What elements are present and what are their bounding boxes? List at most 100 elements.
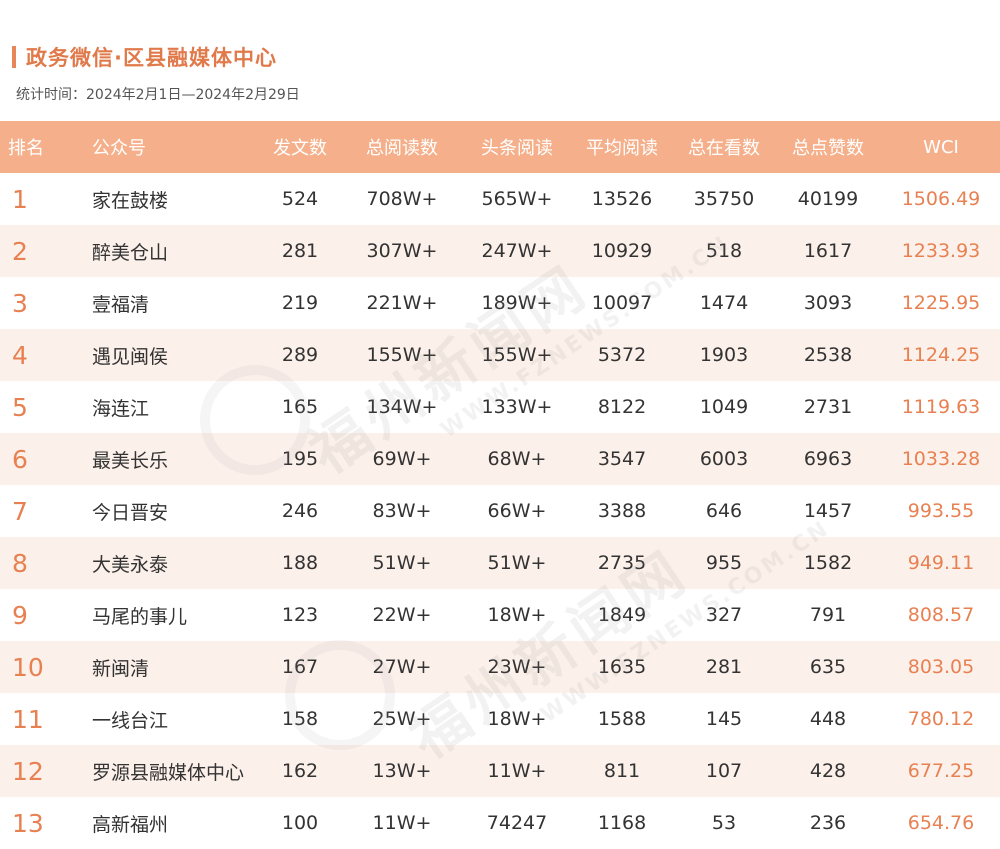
posts-cell: 246 [281, 500, 319, 522]
headline-reads-cell: 155W+ [481, 344, 553, 366]
avg-reads-cell: 5372 [597, 344, 647, 366]
likes-cell: 448 [809, 708, 847, 730]
avg-reads-cell: 13526 [591, 188, 653, 210]
rank-cell: 6 [12, 444, 28, 474]
likes-cell: 1582 [803, 552, 853, 574]
headline-reads-cell: 565W+ [481, 188, 553, 210]
watching-cell: 518 [705, 240, 743, 262]
rank-cell: 2 [12, 236, 28, 266]
table-row: 1 家在鼓楼 524 708W+ 565W+ 13526 35750 40199… [0, 173, 1000, 225]
rank-cell: 3 [12, 288, 28, 318]
headline-reads-cell: 189W+ [481, 292, 553, 314]
headline-reads-cell: 247W+ [481, 240, 553, 262]
watching-cell: 6003 [699, 448, 749, 470]
account-cell: 今日晋安 [92, 501, 169, 524]
likes-cell: 791 [809, 604, 847, 626]
col-wci-header: WCI [923, 136, 959, 158]
wci-cell: 1233.93 [901, 240, 981, 262]
rank-cell: 8 [12, 548, 28, 578]
watching-cell: 327 [705, 604, 743, 626]
watching-cell: 1049 [699, 396, 749, 418]
col-avg-reads-header: 平均阅读 [586, 138, 658, 159]
total-reads-cell: 27W+ [372, 656, 432, 678]
likes-cell: 3093 [803, 292, 853, 314]
total-reads-cell: 307W+ [366, 240, 438, 262]
watching-cell: 35750 [693, 188, 755, 210]
statistics-period: 统计时间：2024年2月1日—2024年2月29日 [16, 87, 300, 103]
posts-cell: 219 [281, 292, 319, 314]
avg-reads-cell: 1588 [597, 708, 647, 730]
account-cell: 家在鼓楼 [92, 189, 169, 212]
watching-cell: 53 [711, 812, 737, 834]
table-row: 2 醉美仓山 281 307W+ 247W+ 10929 518 1617 12… [0, 225, 1000, 277]
total-reads-cell: 221W+ [366, 292, 438, 314]
watching-cell: 1903 [699, 344, 749, 366]
likes-cell: 236 [809, 812, 847, 834]
headline-reads-cell: 23W+ [487, 656, 547, 678]
table-row: 6 最美长乐 195 69W+ 68W+ 3547 6003 6963 1033… [0, 433, 1000, 485]
total-reads-cell: 25W+ [372, 708, 432, 730]
headline-reads-cell: 66W+ [487, 500, 547, 522]
posts-cell: 100 [281, 812, 319, 834]
account-cell: 高新福州 [92, 813, 169, 836]
total-reads-cell: 134W+ [366, 396, 438, 418]
posts-cell: 188 [281, 552, 319, 574]
rank-cell: 1 [12, 184, 28, 214]
avg-reads-cell: 8122 [597, 396, 647, 418]
posts-cell: 195 [281, 448, 319, 470]
likes-cell: 2731 [803, 396, 853, 418]
likes-cell: 6963 [803, 448, 853, 470]
total-reads-cell: 22W+ [372, 604, 432, 626]
posts-cell: 167 [281, 656, 319, 678]
likes-cell: 1457 [803, 500, 853, 522]
page-title: 政务微信·区县融媒体中心 [26, 46, 277, 70]
rank-cell: 12 [12, 756, 44, 786]
wci-cell: 808.57 [907, 604, 975, 626]
wci-cell: 1124.25 [901, 344, 981, 366]
likes-cell: 40199 [797, 188, 859, 210]
total-reads-cell: 155W+ [366, 344, 438, 366]
avg-reads-cell: 811 [603, 760, 641, 782]
account-cell: 最美长乐 [92, 449, 169, 472]
table-row: 7 今日晋安 246 83W+ 66W+ 3388 646 1457 993.5… [0, 485, 1000, 537]
likes-cell: 2538 [803, 344, 853, 366]
headline-reads-cell: 133W+ [481, 396, 553, 418]
likes-cell: 1617 [803, 240, 853, 262]
wci-cell: 1225.95 [901, 292, 981, 314]
total-reads-cell: 11W+ [372, 812, 432, 834]
account-cell: 壹福清 [92, 293, 150, 316]
avg-reads-cell: 2735 [597, 552, 647, 574]
account-cell: 醉美仓山 [92, 241, 169, 264]
total-reads-cell: 708W+ [366, 188, 438, 210]
col-account-header: 公众号 [92, 138, 146, 159]
avg-reads-cell: 10097 [591, 292, 653, 314]
wci-cell: 949.11 [907, 552, 975, 574]
avg-reads-cell: 3547 [597, 448, 647, 470]
rank-cell: 13 [12, 808, 44, 838]
headline-reads-cell: 11W+ [487, 760, 547, 782]
rank-cell: 11 [12, 704, 44, 734]
posts-cell: 289 [281, 344, 319, 366]
likes-cell: 635 [809, 656, 847, 678]
col-headline-reads-header: 头条阅读 [481, 138, 553, 159]
total-reads-cell: 69W+ [372, 448, 432, 470]
total-reads-cell: 13W+ [372, 760, 432, 782]
col-total-reads-header: 总阅读数 [366, 138, 438, 159]
watching-cell: 646 [705, 500, 743, 522]
posts-cell: 524 [281, 188, 319, 210]
col-likes-header: 总点赞数 [792, 138, 864, 159]
table-row: 12 罗源县融媒体中心 162 13W+ 11W+ 811 107 428 67… [0, 745, 1000, 797]
headline-reads-cell: 74247 [486, 812, 548, 834]
watching-cell: 107 [705, 760, 743, 782]
wci-cell: 1506.49 [901, 188, 981, 210]
headline-reads-cell: 68W+ [487, 448, 547, 470]
account-cell: 遇见闽侯 [92, 345, 169, 368]
posts-cell: 123 [281, 604, 319, 626]
account-cell: 新闽清 [92, 657, 150, 680]
col-rank-header: 排名 [8, 138, 44, 159]
wci-cell: 993.55 [907, 500, 975, 522]
headline-reads-cell: 51W+ [487, 552, 547, 574]
table-row: 10 新闽清 167 27W+ 23W+ 1635 281 635 803.05 [0, 641, 1000, 693]
table-row: 9 马尾的事儿 123 22W+ 18W+ 1849 327 791 808.5… [0, 589, 1000, 641]
total-reads-cell: 51W+ [372, 552, 432, 574]
